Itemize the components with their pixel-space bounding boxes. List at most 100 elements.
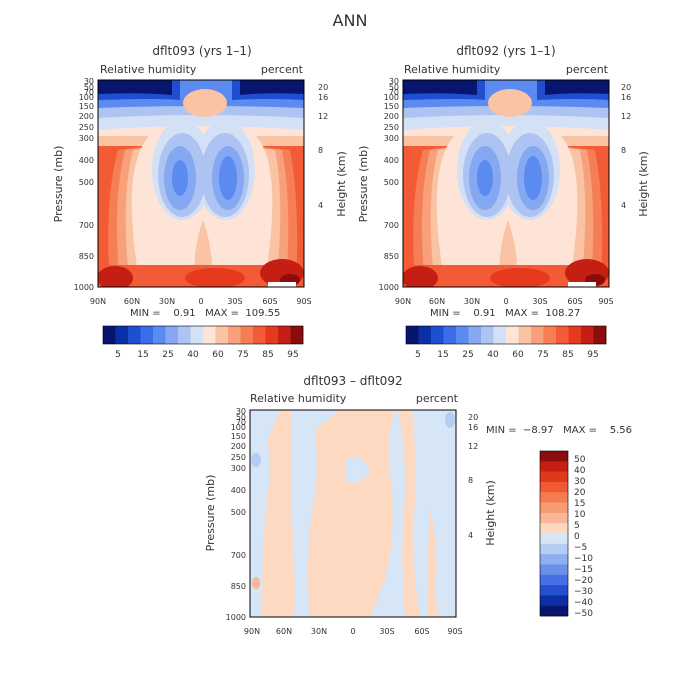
- panel-title: dflt093 (yrs 1–1): [152, 44, 251, 58]
- height-tick-label: 12: [468, 442, 478, 451]
- height-tick-label: 4: [621, 201, 626, 210]
- colorbar-swatch: [540, 451, 568, 462]
- panel-difference: dflt093 – dflt092 Relative humidity perc…: [204, 374, 632, 636]
- units-label: percent: [261, 63, 304, 76]
- y-axis-label: Pressure (mb): [52, 146, 65, 223]
- x-tick-label: 90N: [395, 297, 411, 306]
- colorbar-swatch: [443, 326, 457, 344]
- panel-dflt092: dflt092 (yrs 1–1) Relative humidity perc…: [357, 44, 650, 360]
- min-max-readout: MIN = 0.91 MAX = 108.27: [430, 308, 580, 319]
- y-tick-label: 50: [84, 83, 94, 92]
- colorbar-swatch: [481, 326, 494, 344]
- variable-label: Relative humidity: [250, 392, 347, 405]
- colorbar-swatch: [540, 564, 568, 576]
- y-axis-right-label: Height (km): [484, 480, 497, 546]
- variable-label: Relative humidity: [404, 63, 501, 76]
- colorbar-swatch: [128, 326, 141, 344]
- colorbar-label: 5: [574, 521, 580, 531]
- colorbar-swatch: [278, 326, 291, 344]
- colorbar-swatch: [556, 326, 569, 344]
- colorbar-label: −40: [574, 598, 593, 608]
- y-tick-label: 150: [79, 102, 94, 111]
- y-tick-label: 700: [79, 221, 94, 230]
- pressure-axis: 30 50 70 100 150 200 250 300 400 500 700…: [226, 407, 246, 622]
- colorbar-label: 40: [187, 350, 199, 360]
- colorbar-swatch: [540, 481, 568, 493]
- min-max-readout: MIN = 0.91 MAX = 109.55: [130, 308, 280, 319]
- colorbar-labels: 5 15 25 40 60 75 85 95: [415, 350, 599, 360]
- height-axis: 20 16 12 8 4: [468, 413, 478, 540]
- colorbar-label: 15: [574, 499, 585, 509]
- colorbar-swatch: [115, 326, 129, 344]
- panel-dflt093: dflt093 (yrs 1–1) Relative humidity perc…: [52, 44, 348, 360]
- y-tick-label: 100: [384, 93, 399, 102]
- colorbar-label: 0: [574, 532, 580, 542]
- contour-field: [403, 80, 609, 287]
- x-tick-label: 30N: [464, 297, 480, 306]
- colorbar-swatch: [190, 326, 204, 344]
- colorbar-swatch: [178, 326, 191, 344]
- height-tick-label: 8: [318, 146, 323, 155]
- x-tick-label: 60N: [124, 297, 140, 306]
- colorbar-label: 50: [574, 455, 586, 465]
- colorbar-label: 15: [437, 350, 448, 360]
- colorbar-label: 75: [537, 350, 548, 360]
- y-tick-label: 700: [384, 221, 399, 230]
- y-tick-label: 200: [384, 112, 399, 121]
- colorbar-swatch: [540, 574, 568, 586]
- colorbar-swatch: [540, 492, 568, 503]
- colorbar-swatch: [543, 326, 557, 344]
- colorbar-swatch: [290, 326, 304, 344]
- colorbar-swatch: [506, 326, 519, 344]
- panel-title: dflt092 (yrs 1–1): [456, 44, 555, 58]
- y-tick-label: 150: [231, 432, 246, 441]
- colorbar-swatch: [540, 595, 568, 606]
- y-tick-label: 400: [384, 156, 399, 165]
- colorbar-swatch: [540, 512, 568, 524]
- colorbar-label: 5: [115, 350, 121, 360]
- y-axis-label: Pressure (mb): [204, 475, 217, 552]
- colorbar-frame: [102, 325, 304, 345]
- colorbar-swatch: [253, 326, 266, 344]
- colorbar-swatch: [540, 585, 568, 596]
- colorbar-label: 75: [237, 350, 248, 360]
- colorbar-swatch: [203, 326, 216, 344]
- x-tick-label: 90N: [90, 297, 106, 306]
- plot-frame: [402, 79, 610, 288]
- y-tick-label: 70: [389, 88, 399, 97]
- x-tick-label: 0: [503, 297, 508, 306]
- colorbar-swatch: [568, 326, 582, 344]
- colorbar-label: 5: [415, 350, 421, 360]
- height-tick-label: 4: [318, 201, 323, 210]
- colorbar-swatch: [581, 326, 594, 344]
- colorbar-label: −5: [574, 543, 587, 553]
- y-tick-label: 850: [384, 252, 399, 261]
- colorbar-swatch: [215, 326, 229, 344]
- colorbar-swatch: [431, 326, 444, 344]
- colorbar-labels: 50 40 30 20 15 10 5 0 −5 −10 −15 −20 −30…: [574, 455, 593, 619]
- colorbar-swatch: [540, 543, 568, 555]
- colorbar-swatch: [456, 326, 469, 344]
- colorbar-frame: [405, 325, 607, 345]
- colorbar-swatch: [593, 326, 607, 344]
- y-tick-label: 150: [384, 102, 399, 111]
- x-tick-label: 60S: [414, 627, 429, 636]
- colorbar-swatch: [140, 326, 154, 344]
- x-tick-label: 60S: [567, 297, 582, 306]
- y-tick-label: 50: [236, 413, 246, 422]
- colorbar-swatch: [406, 326, 419, 344]
- contour-field: [250, 410, 456, 617]
- colorbar-label: −15: [574, 565, 593, 575]
- colorbar-label: 20: [574, 488, 586, 498]
- x-tick-label: 0: [198, 297, 203, 306]
- colorbar-label: 30: [574, 477, 586, 487]
- x-tick-label: 90S: [447, 627, 462, 636]
- x-tick-label: 60N: [429, 297, 445, 306]
- height-tick-label: 16: [621, 93, 631, 102]
- colorbar-label: 25: [162, 350, 173, 360]
- y-tick-label: 250: [79, 123, 94, 132]
- y-tick-label: 400: [79, 156, 94, 165]
- colorbar-label: 60: [512, 350, 524, 360]
- variable-label: Relative humidity: [100, 63, 197, 76]
- colorbar: [102, 325, 304, 345]
